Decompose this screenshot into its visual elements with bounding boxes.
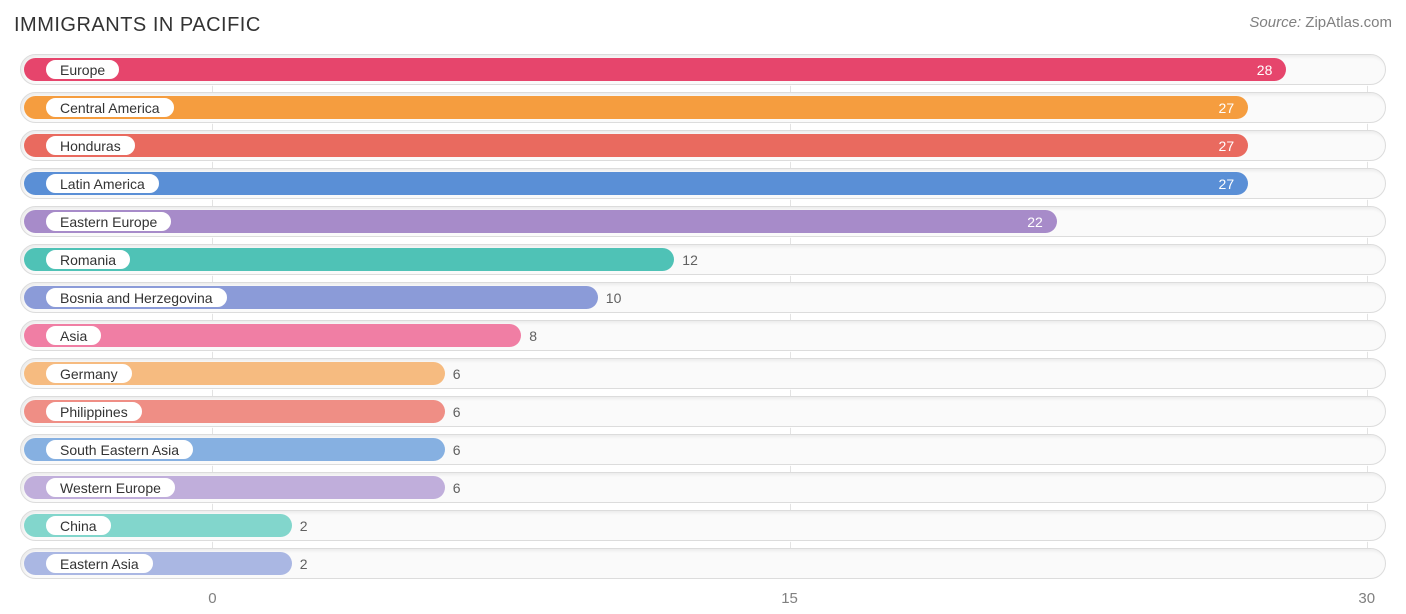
bar-label: Romania bbox=[44, 248, 132, 271]
bar-row: Asia 8 bbox=[20, 320, 1386, 351]
bar-row: Central America27 bbox=[20, 92, 1386, 123]
chart-container: IMMIGRANTS IN PACIFIC Source: ZipAtlas.c… bbox=[0, 0, 1406, 606]
bar-label: Asia bbox=[44, 324, 103, 347]
bar-value: 6 bbox=[445, 358, 461, 389]
bar-value: 27 bbox=[24, 92, 1248, 123]
bar-value: 10 bbox=[598, 282, 622, 313]
bar-row: Germany 6 bbox=[20, 358, 1386, 389]
bar-row: Western Europe 6 bbox=[20, 472, 1386, 503]
bar-row: Europe28 bbox=[20, 54, 1386, 85]
bar-label: China bbox=[44, 514, 113, 537]
bar-value: 27 bbox=[24, 130, 1248, 161]
bar-value: 22 bbox=[24, 206, 1057, 237]
x-axis-tick-label: 30 bbox=[1358, 590, 1375, 607]
bar-value: 6 bbox=[445, 434, 461, 465]
bar-label: Bosnia and Herzegovina bbox=[44, 286, 229, 309]
bar-label: South Eastern Asia bbox=[44, 438, 195, 461]
bar-value: 8 bbox=[521, 320, 537, 351]
chart-source-label: Source: bbox=[1249, 14, 1305, 31]
chart-plot: Europe28 Central America27 Honduras27 Latin… bbox=[14, 54, 1392, 579]
bar-label: Philippines bbox=[44, 400, 144, 423]
bar-value: 6 bbox=[445, 396, 461, 427]
bar-row: Honduras27 bbox=[20, 130, 1386, 161]
chart-source: Source: ZipAtlas.com bbox=[1249, 14, 1392, 31]
bar-value: 6 bbox=[445, 472, 461, 503]
bar-row: Philippines 6 bbox=[20, 396, 1386, 427]
bar-row: Romania 12 bbox=[20, 244, 1386, 275]
bar-value: 28 bbox=[24, 54, 1286, 85]
bar-row: Latin America27 bbox=[20, 168, 1386, 199]
bar-row: Bosnia and Herzegovina 10 bbox=[20, 282, 1386, 313]
bar-label: Eastern Asia bbox=[44, 552, 155, 575]
x-axis-tick-label: 15 bbox=[781, 590, 798, 607]
bar-value: 27 bbox=[24, 168, 1248, 199]
bar-label: Germany bbox=[44, 362, 134, 385]
bar-value: 12 bbox=[674, 244, 698, 275]
bar-value: 2 bbox=[292, 510, 308, 541]
x-axis-tick-label: 0 bbox=[208, 590, 216, 607]
chart-title: IMMIGRANTS IN PACIFIC bbox=[14, 14, 261, 37]
chart-plot-area: Europe28 Central America27 Honduras27 Latin… bbox=[14, 54, 1392, 614]
chart-header: IMMIGRANTS IN PACIFIC Source: ZipAtlas.c… bbox=[14, 14, 1392, 54]
chart-x-axis: 0 15 30 bbox=[14, 586, 1392, 614]
bar-label: Western Europe bbox=[44, 476, 177, 499]
chart-source-value: ZipAtlas.com bbox=[1305, 14, 1392, 31]
bar-row: Eastern Asia 2 bbox=[20, 548, 1386, 579]
bar-value: 2 bbox=[292, 548, 308, 579]
bar-row: China 2 bbox=[20, 510, 1386, 541]
bar-row: South Eastern Asia 6 bbox=[20, 434, 1386, 465]
bar-row: Eastern Europe22 bbox=[20, 206, 1386, 237]
